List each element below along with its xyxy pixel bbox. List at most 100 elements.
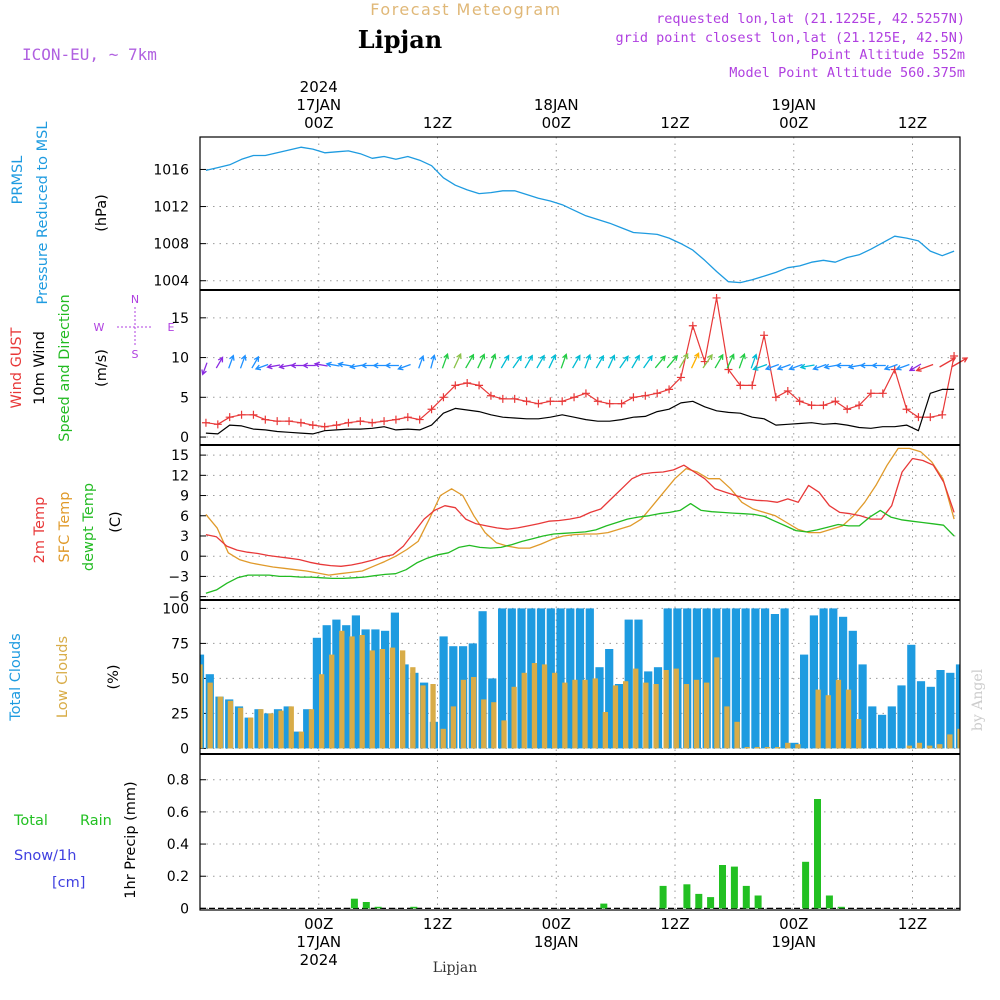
y-tick-label: 0 xyxy=(180,549,189,565)
low-cloud-bar xyxy=(744,747,750,749)
wind-direction-arrow xyxy=(812,363,827,371)
gust-marker xyxy=(795,397,804,406)
wind-direction-arrow xyxy=(595,354,604,369)
temperature-panel: −6 −3 0 3 6 9 12 15 2m Temp SFC Temp dewpt Temp (C) xyxy=(32,445,960,606)
gust-marker xyxy=(356,417,365,426)
low-cloud-bar xyxy=(582,679,588,749)
total-cloud-bar xyxy=(507,608,516,749)
y-tick-label: 0 xyxy=(180,901,189,917)
wind-direction-arrow xyxy=(776,363,791,371)
gust-marker xyxy=(581,389,590,398)
gust-marker xyxy=(736,381,745,390)
wind-direction-arrow xyxy=(384,362,399,369)
low-cloud-bar xyxy=(612,685,619,749)
wind-direction-arrow xyxy=(631,354,640,369)
precip-rain-label: Rain xyxy=(80,813,112,829)
y-tick-label: 25 xyxy=(171,706,189,722)
rain-bar xyxy=(754,895,762,909)
y-tick-label: 100 xyxy=(162,601,189,617)
bottom-time-label: 18JAN xyxy=(534,933,579,951)
dewpt-temp-label: dewpt Temp xyxy=(81,483,97,571)
gust-marker xyxy=(843,405,852,414)
pressure-line xyxy=(205,146,955,284)
y-tick-label: −3 xyxy=(168,569,189,585)
y-tick-label: 1008 xyxy=(153,237,189,253)
low-cloud-bar xyxy=(481,699,487,749)
total-cloud-bar xyxy=(702,608,711,749)
gust-marker xyxy=(866,389,875,398)
wind-direction-arrow xyxy=(835,362,851,369)
gust-marker xyxy=(225,413,234,422)
total-cloud-bar xyxy=(478,611,487,749)
rain-bar xyxy=(695,893,703,909)
gust-marker xyxy=(593,397,602,406)
total-cloud-bar xyxy=(351,615,360,749)
rain-bar xyxy=(410,906,418,909)
low-cloud-bar xyxy=(511,686,517,749)
top-time-label: 2024 xyxy=(300,78,338,96)
watermark: by Angel xyxy=(970,668,986,731)
sfc-temp-label: SFC Temp xyxy=(57,492,73,563)
y-tick-label: 50 xyxy=(171,671,189,687)
total-cloud-bar xyxy=(770,614,779,749)
total-cloud-bar xyxy=(907,644,916,749)
wind-gust-label: Wind GUST xyxy=(9,327,25,408)
precipitation-panel: 0 0.2 0.4 0.6 0.8 Total Rain Snow/1h [cm] 1hr Pre… xyxy=(13,754,960,917)
wind-direction-arrow xyxy=(524,354,533,369)
low-cloud-bar xyxy=(602,712,608,749)
bottom-time-label: 12Z xyxy=(423,915,452,933)
gust-marker xyxy=(831,397,840,406)
point-altitude: Point Altitude 552m xyxy=(811,47,965,63)
wind-direction-arrow xyxy=(584,353,592,369)
low-cloud-bar xyxy=(724,706,730,749)
gust-marker xyxy=(451,381,460,390)
total-cloud-bar xyxy=(897,685,906,749)
gust-marker xyxy=(688,321,697,330)
total-cloud-bar xyxy=(936,670,945,749)
wind-direction-arrow xyxy=(908,363,922,372)
wind-direction-arrow xyxy=(512,355,522,369)
top-time-label: 00Z xyxy=(304,114,333,132)
gust-marker xyxy=(237,410,246,419)
low-cloud-bar xyxy=(683,684,690,749)
low-cloud-bar xyxy=(400,650,406,749)
chart-subtitle: Forecast Meteogram xyxy=(370,0,561,19)
total-cloud-bar xyxy=(517,608,526,749)
low-cloud-bar xyxy=(308,709,315,749)
low-cloud-bar xyxy=(764,747,771,749)
total-cloud-bar xyxy=(926,686,935,749)
total-cloud-bar xyxy=(722,608,731,749)
wind-direction-arrow xyxy=(788,363,803,371)
low-cloud-bar xyxy=(319,674,325,749)
pressure-label-msl: Pressure Reduced to MSL xyxy=(35,122,51,305)
precip-cm-label: [cm] xyxy=(52,875,85,891)
gust-marker xyxy=(344,418,353,427)
wind-direction-arrow xyxy=(418,354,425,369)
low-cloud-bar xyxy=(572,679,578,749)
low-cloud-bar xyxy=(329,654,335,749)
low-cloud-bar xyxy=(369,650,375,749)
wind-direction-arrow xyxy=(201,362,208,376)
y-tick-label: 5 xyxy=(180,390,189,406)
wind-direction-arrow xyxy=(690,352,700,369)
total-cloud-bar xyxy=(585,608,594,749)
low-cloud-bar xyxy=(835,679,842,749)
wind-direction-arrow xyxy=(313,361,328,368)
wind-direction-arrow xyxy=(847,363,863,370)
gust-marker xyxy=(783,386,792,395)
wind-direction-label: Speed and Direction xyxy=(57,294,73,441)
gust-marker xyxy=(475,381,484,390)
low-cloud-bar xyxy=(927,745,933,749)
wind-direction-arrow xyxy=(215,356,224,369)
gust-marker xyxy=(498,394,507,403)
wind-direction-arrow xyxy=(290,362,304,369)
compass-rose: N S W E xyxy=(94,293,175,361)
low-cloud-bar xyxy=(815,689,821,749)
gust-marker xyxy=(213,420,222,429)
compass-n: N xyxy=(131,293,139,306)
pressure-unit: (hPa) xyxy=(94,194,110,231)
gust-marker xyxy=(902,405,911,414)
wind-direction-arrow xyxy=(560,353,568,369)
